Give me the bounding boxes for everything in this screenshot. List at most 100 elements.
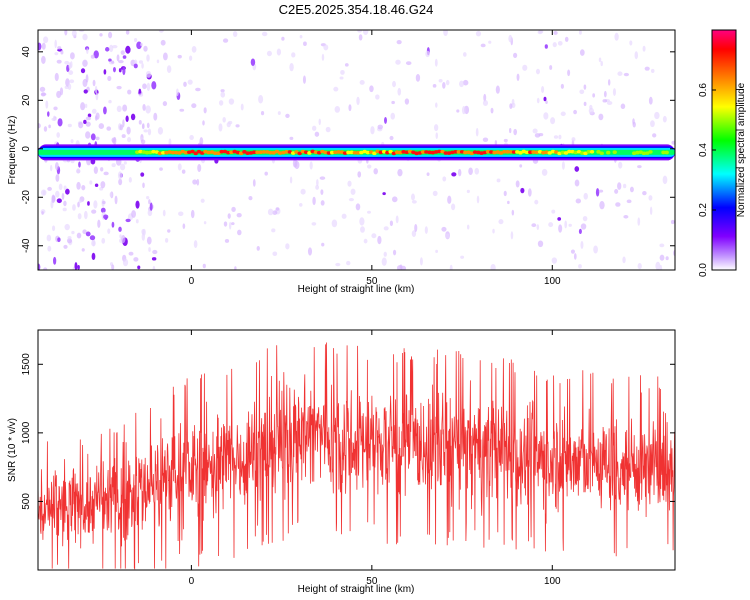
heatmap-cell [579, 89, 585, 95]
heatmap-cell [321, 242, 325, 247]
ridge-peak [437, 149, 442, 154]
heatmap-cell [177, 54, 182, 59]
heatmap-cell [70, 61, 73, 68]
heatmap-cell [146, 195, 150, 200]
heatmap-cell [83, 89, 88, 94]
heatmap-cell [570, 249, 575, 254]
ridge-peak [394, 150, 400, 155]
heatmap-cell [166, 65, 172, 74]
heatmap-cell [435, 249, 439, 254]
heatmap-cell [256, 246, 260, 251]
heatmap-cell [47, 186, 52, 191]
heatmap-cell [43, 267, 48, 270]
heatmap-cell [460, 255, 465, 259]
heatmap-cell [189, 135, 194, 141]
heatmap-cell [177, 163, 182, 171]
heatmap-cell [43, 126, 48, 132]
ridge-peak [284, 150, 289, 154]
heatmap-cell [103, 171, 109, 176]
ridge-peak [177, 151, 182, 155]
heatmap-cell [142, 103, 146, 111]
heatmap-cell [147, 128, 152, 136]
ridge-peak [485, 149, 491, 154]
heatmap-cell [127, 89, 132, 95]
heatmap-cell [334, 106, 341, 113]
heatmap-cell [107, 75, 112, 82]
heatmap-cell [347, 180, 352, 187]
heatmap-cell [598, 57, 602, 63]
heatmap-cell [111, 45, 118, 49]
heatmap-cell [218, 100, 224, 106]
heatmap-cell [38, 263, 41, 270]
heatmap-cell [307, 247, 313, 256]
heatmap-cell [451, 172, 457, 177]
ridge-peak [424, 150, 429, 154]
heatmap-x-ticks: 0 50 100 [189, 30, 561, 287]
heatmap-cell [82, 229, 87, 235]
heatmap-cell [553, 135, 559, 139]
heatmap-cell [281, 36, 285, 41]
heatmap-cell [357, 171, 362, 178]
heatmap-cell [148, 247, 151, 252]
heatmap-cell [574, 166, 580, 172]
heatmap-cell [85, 74, 89, 83]
ridge-peak [635, 150, 640, 155]
heatmap-cell [130, 113, 136, 121]
heatmap-cell [314, 131, 320, 137]
y-tick-label: -20 [21, 190, 32, 205]
heatmap-cell [509, 128, 512, 134]
heatmap-cell [66, 238, 73, 244]
heatmap-cell [222, 116, 226, 123]
heatmap-cell [118, 226, 122, 232]
heatmap-cell [573, 253, 577, 260]
heatmap-cell [513, 52, 518, 58]
heatmap-cell [637, 165, 642, 169]
heatmap-cell [83, 119, 87, 125]
heatmap-cell [237, 229, 242, 236]
heatmap-cell [231, 206, 236, 212]
heatmap-cell [187, 79, 193, 85]
heatmap-cell [137, 265, 141, 270]
heatmap-cell [122, 55, 127, 59]
heatmap-cell [41, 92, 47, 96]
heatmap-cell [302, 75, 306, 84]
heatmap-cell [252, 179, 256, 187]
heatmap-cell [69, 79, 75, 84]
heatmap-cell [395, 215, 399, 224]
heatmap-cell [541, 86, 545, 93]
heatmap-cell [127, 137, 132, 143]
heatmap-cell [536, 97, 540, 104]
heatmap-cell [331, 219, 338, 228]
heatmap-cell [224, 238, 230, 243]
ridge-peak [174, 150, 179, 155]
heatmap-cell [549, 65, 553, 70]
heatmap-cell [536, 224, 540, 231]
heatmap-cell [456, 109, 460, 113]
heatmap-cell [362, 30, 369, 35]
heatmap-cell [522, 64, 528, 71]
heatmap-cell [147, 209, 153, 217]
heatmap-cell [289, 136, 294, 141]
heatmap-cell [271, 228, 276, 233]
heatmap-cell [107, 228, 111, 234]
heatmap-cell [671, 140, 675, 145]
heatmap-cell [85, 121, 91, 127]
heatmap-cell [151, 81, 157, 90]
ridge-peak [560, 150, 565, 155]
heatmap-cell [56, 59, 62, 64]
heatmap-cell [571, 137, 576, 142]
heatmap-cell [168, 138, 172, 147]
heatmap-cell [434, 58, 438, 67]
heatmap-cell [348, 197, 354, 202]
heatmap-cell [151, 257, 157, 261]
heatmap-cell [438, 78, 443, 83]
heatmap-cell [482, 100, 489, 106]
heatmap-cell [260, 111, 265, 116]
heatmap-cell [649, 206, 653, 216]
heatmap-y-axis-label: Frequency (Hz) [7, 116, 18, 185]
heatmap-cell [367, 164, 372, 169]
heatmap-cell [146, 122, 150, 129]
heatmap-cell [234, 266, 237, 270]
heatmap-cell [414, 223, 418, 233]
heatmap-cell [53, 256, 57, 265]
